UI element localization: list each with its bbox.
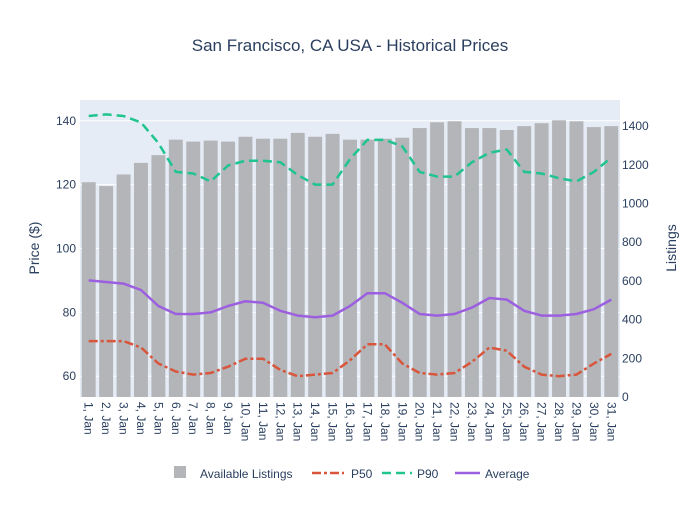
legend-label-available-listings: Available Listings: [200, 467, 293, 481]
x-tick-2-jan: 2, Jan: [99, 402, 113, 435]
x-tick-9-jan: 9, Jan: [221, 402, 235, 435]
y-right-tick-600: 600: [622, 274, 642, 288]
line-average[interactable]: [88, 279, 612, 319]
legend: Available Listings P50 P90 Average: [174, 466, 530, 481]
bar-19-jan[interactable]: [395, 137, 410, 397]
x-tick-28-jan: 28, Jan: [552, 402, 566, 441]
x-tick-23-jan: 23, Jan: [465, 402, 479, 441]
line-series-group: [88, 113, 613, 378]
y-right-tick-1200: 1200: [622, 158, 649, 172]
bar-16-jan[interactable]: [343, 139, 357, 397]
bar-24-jan[interactable]: [482, 128, 497, 398]
x-tick-7-jan: 7, Jan: [186, 402, 200, 435]
x-tick-14-jan: 14, Jan: [308, 402, 322, 441]
x-axis-ticks: 1, Jan 2, Jan 3, Jan 4, Jan 5, Jan 6, Jan 7, J…: [82, 402, 619, 441]
x-tick-22-jan: 22, Jan: [448, 402, 462, 441]
legend-item-available-listings[interactable]: Available Listings: [174, 466, 293, 481]
bar-15-jan[interactable]: [325, 133, 340, 398]
legend-label-p90: P90: [417, 467, 439, 481]
x-tick-10-jan: 10, Jan: [238, 402, 252, 441]
bar-21-jan[interactable]: [430, 122, 445, 397]
y-axis-right-ticks: 0 200 400 600 800 1000 1200 1400: [622, 119, 649, 404]
y-axis-right-label: Listings: [663, 224, 679, 271]
bar-series-available-listings: [81, 120, 619, 398]
x-tick-21-jan: 21, Jan: [430, 402, 444, 441]
y-right-tick-800: 800: [622, 235, 642, 249]
y-left-tick-120: 120: [56, 178, 76, 192]
legend-item-p50[interactable]: P50: [312, 467, 373, 481]
x-tick-15-jan: 15, Jan: [326, 402, 340, 441]
bar-14-jan[interactable]: [308, 136, 323, 398]
y-left-tick-140: 140: [56, 114, 76, 128]
y-right-tick-400: 400: [622, 313, 642, 327]
x-tick-24-jan: 24, Jan: [482, 402, 496, 441]
x-tick-3-jan: 3, Jan: [117, 402, 131, 435]
bar-8-jan[interactable]: [203, 140, 218, 397]
bar-18-jan[interactable]: [377, 138, 392, 397]
bar-31-jan[interactable]: [604, 126, 619, 398]
y-left-tick-100: 100: [56, 242, 76, 256]
y-right-tick-200: 200: [622, 351, 642, 365]
bar-7-jan[interactable]: [186, 141, 201, 397]
bar-23-jan[interactable]: [464, 128, 479, 398]
bar-1-jan[interactable]: [81, 182, 96, 397]
x-tick-8-jan: 8, Jan: [204, 402, 218, 435]
legend-swatch-bar: [174, 466, 186, 478]
x-tick-5-jan: 5, Jan: [151, 402, 165, 435]
bar-5-jan[interactable]: [151, 155, 166, 397]
bar-9-jan[interactable]: [221, 141, 236, 397]
legend-item-average[interactable]: Average: [455, 467, 530, 481]
bar-27-jan[interactable]: [534, 123, 549, 398]
y-axis-left-label: Price ($): [26, 222, 42, 275]
bar-29-jan[interactable]: [569, 121, 584, 397]
x-tick-13-jan: 13, Jan: [291, 402, 305, 441]
x-tick-16-jan: 16, Jan: [343, 402, 357, 441]
y-right-tick-1400: 1400: [622, 119, 649, 133]
x-tick-25-jan: 25, Jan: [500, 402, 514, 441]
y-right-tick-0: 0: [622, 390, 629, 404]
bar-12-jan[interactable]: [273, 138, 288, 397]
bar-17-jan[interactable]: [360, 139, 375, 397]
legend-item-p90[interactable]: P90: [382, 467, 439, 481]
bar-20-jan[interactable]: [412, 128, 427, 398]
bar-2-jan[interactable]: [99, 186, 114, 397]
x-tick-30-jan: 30, Jan: [587, 402, 601, 441]
y-right-tick-1000: 1000: [622, 197, 649, 211]
x-tick-6-jan: 6, Jan: [169, 402, 183, 435]
y-left-tick-80: 80: [63, 305, 77, 319]
legend-label-average: Average: [485, 467, 530, 481]
x-tick-4-jan: 4, Jan: [134, 402, 148, 435]
x-tick-17-jan: 17, Jan: [360, 402, 374, 441]
line-p90[interactable]: [88, 113, 613, 186]
x-tick-1-jan: 1, Jan: [82, 402, 96, 435]
x-tick-12-jan: 12, Jan: [273, 402, 287, 441]
bar-11-jan[interactable]: [255, 138, 270, 397]
x-tick-26-jan: 26, Jan: [517, 402, 531, 441]
x-tick-19-jan: 19, Jan: [395, 402, 409, 441]
y-left-tick-60: 60: [63, 369, 77, 383]
x-tick-18-jan: 18, Jan: [378, 402, 392, 441]
bar-4-jan[interactable]: [134, 162, 148, 397]
x-tick-27-jan: 27, Jan: [535, 402, 549, 441]
bar-10-jan[interactable]: [238, 136, 253, 398]
legend-label-p50: P50: [351, 467, 373, 481]
x-tick-20-jan: 20, Jan: [413, 402, 427, 441]
bar-26-jan[interactable]: [517, 126, 532, 398]
y-axis-left-ticks: 60 80 100 120 140: [56, 114, 76, 383]
line-p50[interactable]: [88, 339, 612, 378]
chart-title: San Francisco, CA USA - Historical Price…: [192, 36, 508, 55]
bar-30-jan[interactable]: [586, 127, 601, 397]
bar-6-jan[interactable]: [168, 139, 183, 397]
bar-13-jan[interactable]: [290, 132, 305, 397]
bar-22-jan[interactable]: [447, 121, 462, 397]
x-tick-29-jan: 29, Jan: [569, 402, 583, 441]
x-tick-31-jan: 31, Jan: [604, 402, 618, 441]
x-tick-11-jan: 11, Jan: [256, 402, 270, 440]
bar-25-jan[interactable]: [499, 129, 514, 397]
bar-28-jan[interactable]: [552, 120, 566, 397]
